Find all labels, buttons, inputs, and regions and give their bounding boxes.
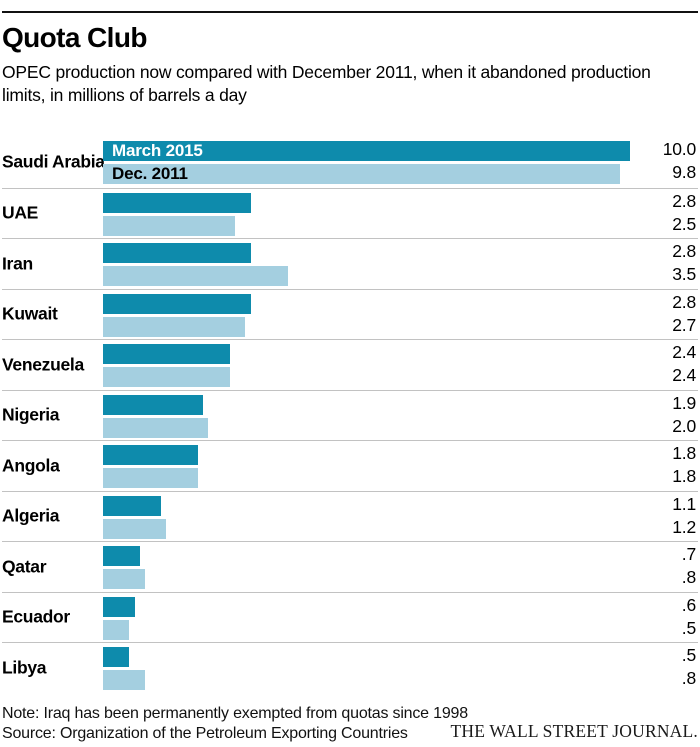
value-label: .5 xyxy=(681,617,696,638)
chart-row-iran: Iran 2.8 3.5 xyxy=(2,238,698,289)
chart-row-nigeria: Nigeria 1.9 2.0 xyxy=(2,389,698,441)
value-label: 2.4 xyxy=(672,365,696,385)
bar-pair xyxy=(103,445,198,488)
bar-dec-2011 xyxy=(103,518,167,539)
bar-pair xyxy=(103,596,135,640)
value-label: 2.8 xyxy=(672,241,696,261)
value-labels: 1.1 1.2 xyxy=(672,493,696,539)
legend-label-march-2015: March 2015 xyxy=(112,141,203,160)
note-text: Note: Iraq has been permanently exempted… xyxy=(2,704,468,722)
chart-subtitle: OPEC production now compared with Decemb… xyxy=(2,62,651,105)
chart-row-uae: UAE 2.8 2.5 xyxy=(2,187,698,239)
country-label: Libya xyxy=(2,657,47,678)
value-label: 2.8 xyxy=(672,190,696,211)
value-labels: 1.9 2.0 xyxy=(672,392,696,438)
chart-footer: Note: Iraq has been permanently exempted… xyxy=(2,704,698,745)
bar-march-2015 xyxy=(103,546,140,566)
bar-march-2015 xyxy=(103,445,198,465)
bar-march-2015 xyxy=(103,192,251,213)
bar-dec-2011 xyxy=(103,215,235,236)
chart-row-venezuela: Venezuela 2.4 2.4 xyxy=(2,339,698,390)
bar-pair xyxy=(103,344,230,387)
country-label: Ecuador xyxy=(2,606,70,627)
chart-row-ecuador: Ecuador .6.5 xyxy=(2,591,698,643)
bar-dec-2011 xyxy=(103,367,230,387)
bar-dec-2011 xyxy=(103,670,146,690)
value-labels: 10.0 9.8 xyxy=(663,138,696,184)
bar-pair xyxy=(103,293,251,337)
value-labels: 2.8 2.7 xyxy=(672,291,696,337)
bar-pair xyxy=(103,394,209,438)
country-label: Angola xyxy=(2,455,60,476)
value-label: .7 xyxy=(681,544,696,564)
value-labels: 2.8 2.5 xyxy=(672,190,696,236)
country-label: Algeria xyxy=(2,505,60,526)
bar-march-2015 xyxy=(103,293,251,314)
source-text: Source: Organization of the Petroleum Ex… xyxy=(2,725,408,742)
value-label: 2.5 xyxy=(672,213,696,234)
value-label: 2.8 xyxy=(672,291,696,312)
chart-row-kuwait: Kuwait 2.8 2.7 xyxy=(2,288,698,340)
value-labels: .5.8 xyxy=(682,644,696,690)
bar-dec-2011 xyxy=(103,569,146,589)
bar-pair xyxy=(103,243,288,286)
value-label: 10.0 xyxy=(662,139,696,159)
country-label: Kuwait xyxy=(2,303,58,324)
value-labels: 2.8 3.5 xyxy=(672,240,696,286)
chart-title: Quota Club xyxy=(2,22,147,53)
value-label: 1.9 xyxy=(672,392,696,413)
bar-pair xyxy=(103,546,146,589)
bar-march-2015: March 2015 xyxy=(103,141,630,161)
country-label: UAE xyxy=(2,202,39,223)
value-label: .5 xyxy=(681,645,696,665)
value-label: .8 xyxy=(681,567,696,587)
bar-dec-2011: Dec. 2011 xyxy=(103,164,620,184)
value-label: 1.2 xyxy=(672,516,696,537)
bar-dec-2011 xyxy=(103,468,198,488)
value-label: 2.0 xyxy=(672,415,696,436)
value-labels: 1.8 1.8 xyxy=(672,442,696,488)
value-label: 9.8 xyxy=(672,162,696,182)
bar-dec-2011 xyxy=(103,619,130,640)
chart-row-libya: Libya .5.8 xyxy=(2,642,698,693)
bar-pair xyxy=(103,192,251,236)
bar-dec-2011 xyxy=(103,316,246,337)
chart-row-angola: Angola 1.8 1.8 xyxy=(2,440,698,491)
value-label: 2.4 xyxy=(672,342,696,362)
value-label: .6 xyxy=(681,594,696,615)
country-label: Iran xyxy=(2,253,33,274)
bar-dec-2011 xyxy=(103,417,209,438)
top-rule xyxy=(2,11,698,13)
bar-march-2015 xyxy=(103,344,230,364)
bar-pair: March 2015 Dec. 2011 xyxy=(103,141,630,184)
chart-row-qatar: Qatar .7.8 xyxy=(2,541,698,592)
bar-march-2015 xyxy=(103,495,161,516)
chart-row-saudi-arabia: Saudi Arabia March 2015 Dec. 2011 10.0 9.8 xyxy=(2,137,698,188)
value-labels: .6.5 xyxy=(682,594,696,640)
bar-march-2015 xyxy=(103,394,204,415)
bar-march-2015 xyxy=(103,243,251,263)
bar-march-2015 xyxy=(103,647,130,667)
bar-chart: Saudi Arabia March 2015 Dec. 2011 10.0 9.8 UA… xyxy=(2,137,698,693)
value-labels: 2.4 2.4 xyxy=(672,341,696,387)
value-label: 1.8 xyxy=(672,466,696,486)
bar-pair xyxy=(103,647,146,690)
legend-label-dec-2011: Dec. 2011 xyxy=(112,164,188,183)
bar-march-2015 xyxy=(103,596,135,617)
chart-row-algeria: Algeria 1.1 1.2 xyxy=(2,490,698,542)
country-label: Qatar xyxy=(2,556,47,577)
value-label: 1.1 xyxy=(672,493,696,514)
wsj-credit: THE WALL STREET JOURNAL. xyxy=(450,721,698,741)
value-label: 2.7 xyxy=(672,314,696,335)
country-label: Nigeria xyxy=(2,404,60,425)
value-label: 1.8 xyxy=(672,443,696,463)
bar-pair xyxy=(103,495,167,539)
country-label: Saudi Arabia xyxy=(2,151,105,172)
value-label: 3.5 xyxy=(672,264,696,284)
value-labels: .7.8 xyxy=(682,543,696,589)
value-label: .8 xyxy=(681,668,696,688)
bar-dec-2011 xyxy=(103,266,288,286)
country-label: Venezuela xyxy=(2,354,84,375)
